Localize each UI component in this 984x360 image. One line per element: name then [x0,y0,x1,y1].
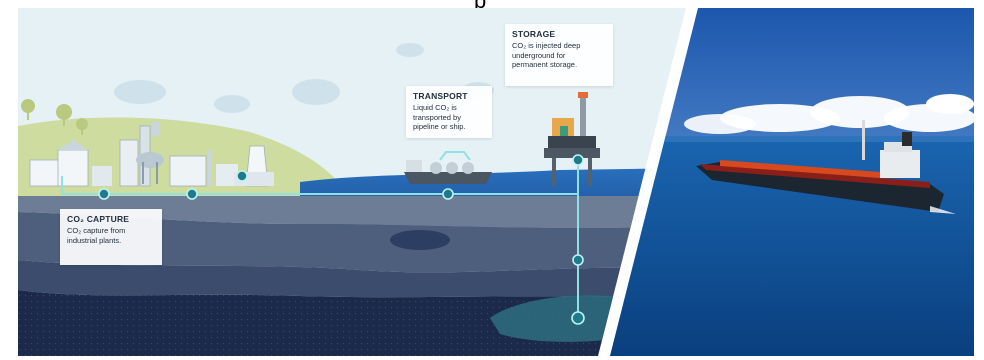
tanker-ship [696,120,956,214]
transport-label-box: TRANSPORT Liquid CO₂ is transported by p… [406,86,492,138]
storage-line-3: permanent storage. [512,60,578,69]
capture-line-2: industrial plants. [67,235,122,245]
capture-line-1: CO₂ capture from [67,226,126,235]
capture-title: CO₂ CAPTURE [67,214,130,224]
storage-title: STORAGE [512,29,556,39]
clouds-right [684,94,974,134]
transport-line-3: pipeline or ship. [413,122,466,131]
capture-label-box: CO₂ CAPTURE CO₂ capture from industrial … [60,209,162,265]
ground-layer-2 [18,212,686,273]
ground-layer-1 [18,196,686,229]
photo-panel [610,8,974,356]
rock-pocket [390,230,450,250]
trees [21,99,88,135]
transport-line-2: transported by [413,112,461,122]
storage-line-1: CO₂ is injected deep [512,41,581,50]
transport-line-1: Liquid CO₂ is [413,103,457,112]
panel-divider [598,8,698,358]
transport-title: TRANSPORT [413,91,468,101]
offshore-platform [544,92,600,186]
storage-line-2: underground for [512,50,566,60]
storage-label-box: STORAGE CO₂ is injected deep underground… [505,24,613,86]
diagram-panel [18,8,686,356]
pipeline-nodes [98,154,585,325]
ship-left [404,151,492,184]
ground-layer-3 [18,260,686,300]
